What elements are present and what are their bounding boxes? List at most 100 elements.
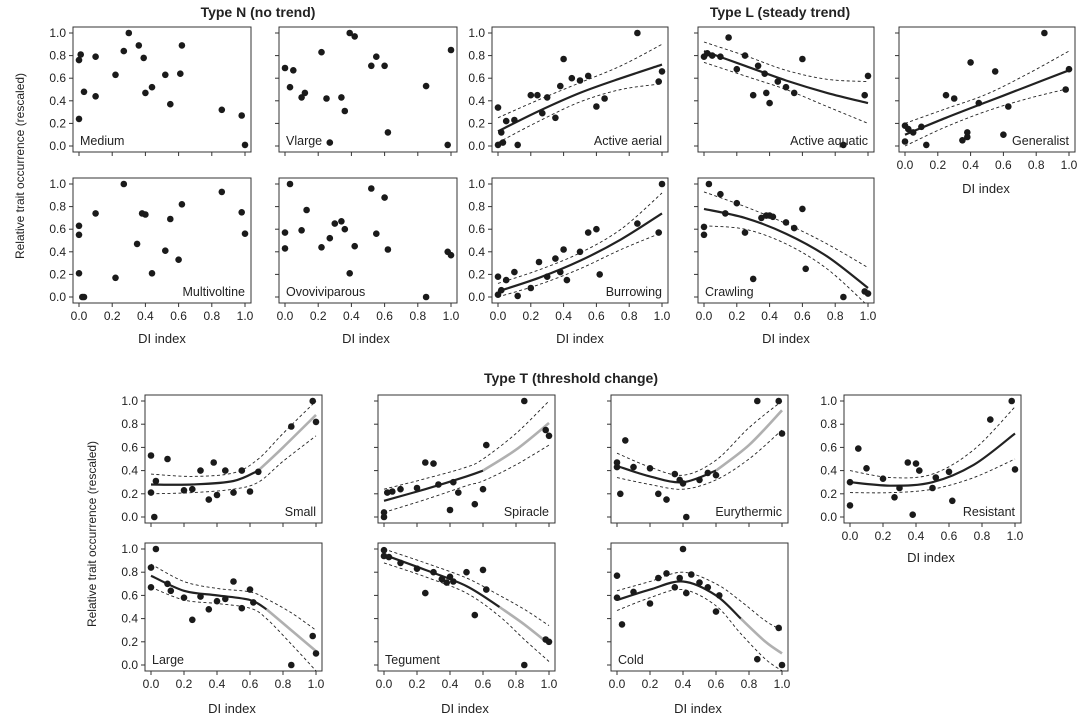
ci-upper-line <box>703 41 869 83</box>
data-point <box>241 141 249 149</box>
data-point <box>774 78 782 85</box>
y-tick-label: 0.0 <box>49 139 66 153</box>
data-point <box>655 229 662 236</box>
data-point <box>521 661 528 669</box>
x-tick-label: 1.0 <box>860 309 877 323</box>
panel-frame <box>144 542 323 672</box>
data-point <box>671 470 679 478</box>
data-point <box>323 95 330 102</box>
data-point <box>288 661 295 669</box>
y-tick-label: 1.0 <box>49 26 66 40</box>
y-tick-label: 0.0 <box>121 510 138 524</box>
data-point <box>238 604 246 612</box>
data-point <box>443 579 451 586</box>
panel-burrowing: 0.0 0.2 0.4 0.6 0.8 1.0 0.0 0.2 0.4 0.6 0.8 1.0 Burr… <box>468 177 670 323</box>
data-point <box>891 494 898 501</box>
fit-line <box>703 207 869 289</box>
x-tick-label: 1.0 <box>308 677 325 691</box>
data-point <box>967 59 974 66</box>
panel-crawling: 0.0 0.2 0.4 0.6 0.8 1.0 Crawling <box>694 177 877 323</box>
data-point <box>241 230 249 237</box>
x-tick-label: 0.2 <box>875 529 892 543</box>
x-tick-label: 0.2 <box>310 309 327 323</box>
data-point <box>593 103 600 110</box>
y-axis-label-bottom: Relative trait occurrence (rescaled) <box>85 441 99 627</box>
x-tick-label: 0.8 <box>827 309 844 323</box>
data-point <box>945 468 953 476</box>
data-point <box>309 397 317 405</box>
data-point <box>75 56 83 64</box>
y-tick-label: 0.6 <box>468 71 485 85</box>
data-point <box>148 270 156 277</box>
data-point <box>338 94 345 101</box>
data-point <box>483 441 490 449</box>
data-point <box>1062 86 1069 93</box>
data-point <box>389 488 396 495</box>
panel-label-tegument: Tegument <box>385 653 440 667</box>
data-point <box>855 445 862 452</box>
x-tick-label: 0.0 <box>376 677 393 691</box>
data-point <box>568 74 576 82</box>
data-point <box>175 256 182 264</box>
data-point <box>238 467 246 474</box>
y-tick-label: 0.4 <box>49 94 66 108</box>
y-tick-label: 0.2 <box>49 267 66 281</box>
panel-active-aerial: 0.0 0.2 0.4 0.6 0.8 1.0 Active aerial <box>468 26 669 156</box>
data-point <box>901 138 909 145</box>
data-point <box>758 214 765 222</box>
data-point <box>778 430 786 437</box>
data-point <box>521 397 528 405</box>
fit-line <box>849 432 1016 487</box>
data-point <box>704 584 712 591</box>
data-point <box>463 568 470 576</box>
data-point <box>545 432 553 440</box>
x-tick-label: 0.4 <box>555 309 572 323</box>
data-point <box>77 51 84 58</box>
panel-label-eurythermic: Eurythermic <box>715 505 782 519</box>
data-point <box>197 467 204 474</box>
data-point <box>539 109 546 117</box>
y-tick-label: 0.2 <box>121 487 138 501</box>
data-point <box>584 72 592 80</box>
data-point <box>368 185 375 192</box>
data-point <box>213 491 221 499</box>
ci-upper-line <box>849 406 1016 479</box>
data-point <box>733 65 741 73</box>
data-point <box>189 616 196 624</box>
data-point <box>557 268 564 276</box>
data-point <box>799 205 806 213</box>
data-point <box>250 599 257 606</box>
data-point <box>162 71 169 79</box>
panel-ovoviviparous: 0.0 0.2 0.4 0.6 0.8 1.0 Ovoviviparous <box>275 177 460 323</box>
data-point <box>552 114 559 122</box>
y-tick-label: 0.0 <box>121 658 138 672</box>
x-tick-label: 0.6 <box>708 677 725 691</box>
data-point <box>380 513 388 521</box>
data-point <box>754 655 761 663</box>
data-point <box>688 571 695 578</box>
y-tick-label: 0.6 <box>49 222 66 236</box>
data-point <box>438 575 446 583</box>
data-point <box>725 34 732 41</box>
data-point <box>535 258 543 266</box>
data-point <box>222 595 229 603</box>
panel-medium: 0.0 0.2 0.4 0.6 0.8 1.0 Medium <box>49 26 252 156</box>
data-point <box>177 70 184 77</box>
ci-upper-line <box>150 563 317 631</box>
data-point <box>142 211 149 218</box>
data-point <box>189 485 196 493</box>
data-point <box>151 513 158 521</box>
data-point <box>167 100 174 108</box>
data-point <box>840 141 847 149</box>
panel-frame <box>72 177 252 304</box>
data-point <box>722 210 729 217</box>
data-point <box>479 566 487 574</box>
x-axis-label-eurythermic-col: DI index <box>674 701 722 716</box>
x-tick-label: 0.8 <box>1028 158 1045 172</box>
data-point <box>397 559 404 567</box>
data-point <box>511 116 518 124</box>
x-axis-label-aquatic-col: DI index <box>762 331 810 346</box>
data-point <box>560 55 567 63</box>
x-tick-label: 0.2 <box>728 309 745 323</box>
data-point <box>142 89 149 97</box>
